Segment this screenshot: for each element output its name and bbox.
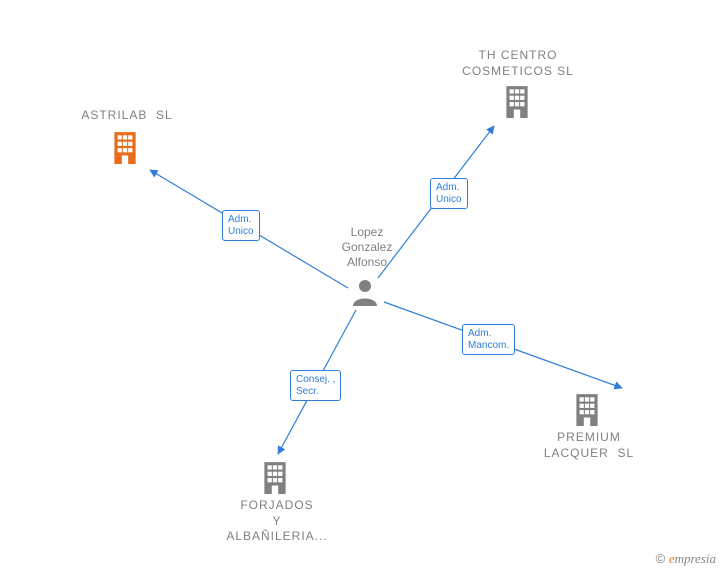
building-icon <box>258 460 292 499</box>
company-node-label: FORJADOS Y ALBAÑILERIA... <box>212 498 342 545</box>
company-node-label: PREMIUM LACQUER SL <box>524 430 654 461</box>
edge-label: Adm. Mancom. <box>462 324 515 355</box>
edge-label: Adm. Unico <box>222 210 260 241</box>
center-node-label: Lopez Gonzalez Alfonso <box>332 225 402 270</box>
building-icon <box>108 130 142 169</box>
edge-label: Adm. Unico <box>430 178 468 209</box>
edge-label: Consej. , Secr. <box>290 370 341 401</box>
company-node-label: TH CENTRO COSMETICOS SL <box>438 48 598 79</box>
company-node-label: ASTRILAB SL <box>62 108 192 124</box>
watermark-brand-rest: mpresia <box>675 551 716 566</box>
diagram-canvas: Lopez Gonzalez Alfonso ASTRILAB SL TH CE… <box>0 0 728 575</box>
copyright-symbol: © <box>656 551 666 566</box>
building-icon <box>500 84 534 123</box>
person-icon <box>352 278 378 311</box>
building-icon <box>570 392 604 431</box>
watermark: © empresia <box>656 551 716 567</box>
